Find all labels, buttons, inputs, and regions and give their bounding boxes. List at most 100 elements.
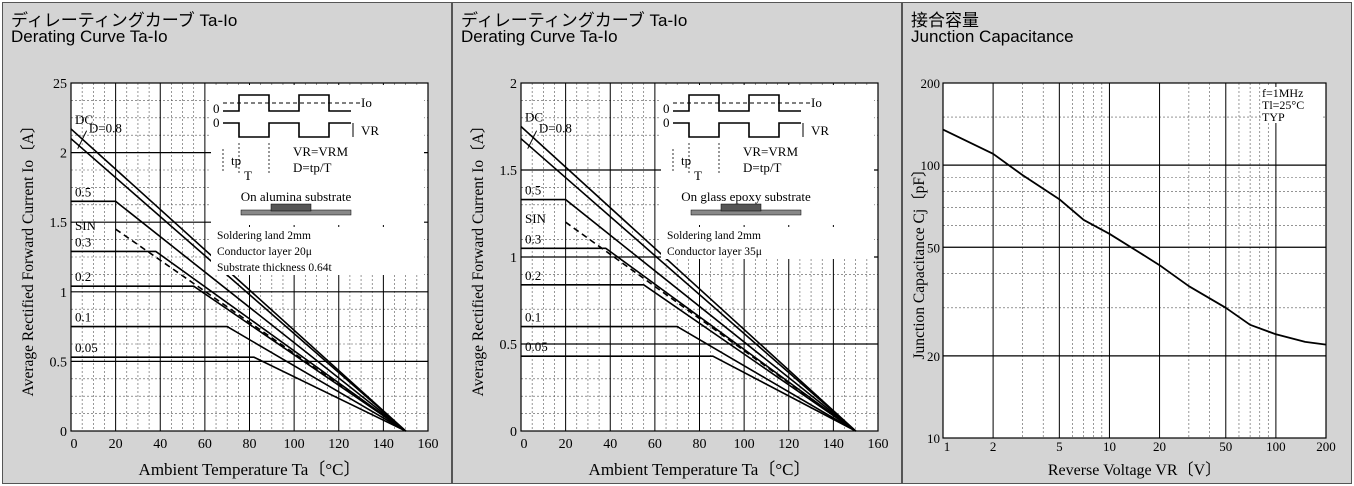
- y-tick-label: 0: [510, 425, 517, 440]
- x-tick-label: 60: [198, 437, 212, 452]
- inset-background: [661, 85, 874, 225]
- series-line: [71, 356, 407, 432]
- series-label: D=0.8: [539, 121, 572, 136]
- inset-label: tp: [681, 153, 691, 168]
- y-tick-label: 0.5: [50, 355, 68, 370]
- substrate-note: Conductor layer 35μ: [667, 246, 762, 258]
- note-background: [211, 243, 424, 259]
- y-tick-label: 1.5: [500, 164, 518, 179]
- x-axis-label: Ambient Temperature Ta〔°C〕: [589, 460, 811, 479]
- chart-title: Derating Curve Ta-Io: [461, 27, 618, 46]
- series-line: [520, 138, 857, 432]
- y-tick-label: 0: [60, 425, 67, 440]
- x-tick-label: 80: [693, 437, 707, 452]
- y-tick-label: 10: [927, 431, 940, 446]
- condition-annotation: TYP: [1262, 110, 1285, 124]
- chart-title: Junction Capacitance: [911, 27, 1074, 46]
- y-tick-label: 2: [510, 77, 517, 92]
- inset-label: Io: [811, 95, 822, 110]
- inset-label: D=tp/T: [743, 160, 781, 175]
- note-background: [211, 227, 424, 243]
- series-line: [520, 125, 857, 432]
- x-tick-label: 1: [944, 439, 951, 454]
- y-tick-label: 20: [927, 349, 940, 364]
- chip-icon: [720, 203, 762, 212]
- chart-panel-1: ディレーティングカーブ Ta-Io Derating Curve Ta-Io 0…: [2, 2, 452, 484]
- chart-title: Derating Curve Ta-Io: [11, 27, 168, 46]
- derating-chart-alumina: 0 20 40 60 80 100 120 140 160 0 0.5 1 1.5 2 25 Ambient …: [20, 77, 439, 479]
- substrate-note: Soldering land 2mm: [667, 230, 761, 242]
- series-label: 0.3: [75, 234, 91, 249]
- y-axis-label: Average Rectified Forward Current Io〔A〕: [470, 118, 487, 397]
- x-tick-label: 40: [153, 437, 167, 452]
- series-line: [71, 200, 407, 432]
- substrate-label: On alumina substrate: [241, 189, 352, 204]
- vr-waveform: [673, 122, 801, 138]
- y-tick-label: 0.5: [500, 338, 518, 353]
- series-line: [71, 285, 407, 432]
- x-tick-label: 2: [990, 439, 997, 454]
- series-label: 0.5: [525, 183, 541, 198]
- annotation-background: [1262, 87, 1322, 99]
- x-tick-label: 200: [1316, 439, 1336, 454]
- label-leader: [77, 130, 88, 149]
- inset-label: T: [244, 168, 252, 183]
- x-tick-label: 0: [521, 437, 528, 452]
- vr-waveform: [223, 122, 351, 138]
- inset-label: 0: [213, 101, 220, 116]
- condition-annotation: f=1MHz: [1262, 86, 1303, 100]
- inset-label: Io: [361, 95, 372, 110]
- series-line: [70, 128, 407, 432]
- x-axis-label: Ambient Temperature Ta〔°C〕: [139, 460, 361, 479]
- x-tick-label: 50: [1219, 439, 1232, 454]
- y-tick-label: 1.5: [50, 216, 68, 231]
- series-label: 0.05: [75, 340, 98, 355]
- condition-annotation: Tl=25°C: [1262, 98, 1304, 112]
- y-tick-label: 100: [921, 158, 941, 173]
- chart-title-jp: ディレーティングカーブ Ta-Io: [461, 11, 688, 30]
- series-label: D=0.8: [89, 121, 122, 136]
- series-label: 0.1: [525, 310, 541, 325]
- note-background: [211, 259, 424, 275]
- plot-frame: [70, 82, 429, 432]
- x-tick-label: 160: [418, 437, 439, 452]
- inset-label: VR: [361, 123, 379, 138]
- chip-icon: [270, 203, 312, 212]
- x-tick-label: 140: [823, 437, 844, 452]
- note-background: [661, 243, 874, 259]
- annotation-background: [1262, 111, 1322, 123]
- inset-label: tp: [231, 153, 241, 168]
- series-label: 0.5: [75, 184, 91, 199]
- series-label: 0.05: [525, 339, 548, 354]
- x-tick-label: 60: [648, 437, 662, 452]
- plot-frame: [942, 82, 1327, 439]
- x-tick-label: 5: [1056, 439, 1063, 454]
- series-label: SIN: [75, 218, 97, 233]
- derating-chart-glass-epoxy: 0 20 40 60 80 100 120 140 160 0 0.5 1 1.5 2 Ambient Te…: [470, 77, 889, 479]
- substrate-note: Soldering land 2mm: [217, 230, 311, 242]
- x-tick-label: 140: [373, 437, 394, 452]
- series-line: [521, 325, 857, 432]
- y-tick-label: 1: [60, 286, 67, 301]
- x-tick-label: 40: [603, 437, 617, 452]
- x-tick-label: 20: [1153, 439, 1166, 454]
- x-tick-label: 120: [328, 437, 349, 452]
- series-line: [521, 198, 857, 432]
- plot-area: [943, 83, 1326, 438]
- inset-label: VR: [811, 123, 829, 138]
- x-tick-label: 160: [868, 437, 889, 452]
- series-line: [521, 284, 857, 432]
- series-line: [521, 355, 857, 432]
- chart-panel-2: ディレーティングカーブ Ta-Io Derating Curve Ta-Io 0…: [452, 2, 902, 484]
- inset-label: T: [694, 168, 702, 183]
- inset-label: VR=VRM: [743, 144, 798, 159]
- series-label: SIN: [525, 211, 547, 226]
- x-tick-label: 0: [71, 437, 78, 452]
- inset-background: [211, 85, 424, 225]
- inset-label: 0: [663, 101, 670, 116]
- series-label: 0.2: [525, 268, 541, 283]
- inset-label: D=tp/T: [293, 160, 331, 175]
- x-tick-label: 100: [734, 437, 755, 452]
- series-label: DC: [75, 112, 93, 127]
